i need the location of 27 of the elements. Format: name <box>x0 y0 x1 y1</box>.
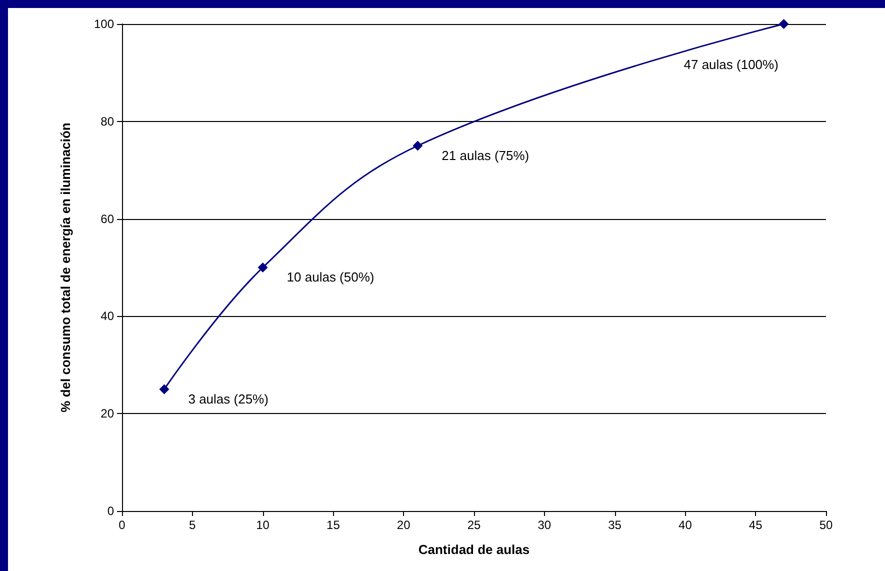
y-tick-label: 100 <box>94 17 114 31</box>
point <box>159 384 170 394</box>
x-tick-label: 15 <box>326 518 340 532</box>
x-tick-label: 30 <box>538 518 552 532</box>
x-tick-label: 0 <box>118 518 126 532</box>
y-tick-label: 0 <box>107 504 114 518</box>
x-tick-label: 50 <box>819 518 833 532</box>
x-tick-label: 45 <box>748 518 763 532</box>
x-tick-label: 10 <box>256 518 270 532</box>
x-tick-label: 40 <box>678 518 692 532</box>
x-tick-label: 25 <box>467 518 481 532</box>
y-tick-label: 40 <box>100 309 114 324</box>
point <box>778 19 789 29</box>
y-axis-title: % del consumo total de energía en iluminación <box>58 122 73 412</box>
point <box>412 140 423 151</box>
annotation: 10 aulas (50%) <box>286 270 374 284</box>
y-tick-label: 60 <box>100 212 114 226</box>
y-tick-label: 80 <box>100 114 114 128</box>
x-axis-title: Cantidad de aulas <box>418 542 530 557</box>
y-tick-label: 20 <box>100 406 114 421</box>
x-tick-label: 5 <box>189 518 196 532</box>
x-tick-label: 35 <box>608 518 622 532</box>
point <box>258 262 268 272</box>
annotation: 21 aulas (75%) <box>442 148 530 163</box>
annotation: 3 aulas (25%) <box>188 391 268 406</box>
annotation: 47 aulas (100%) <box>684 57 778 72</box>
x-tick-label: 20 <box>396 518 411 532</box>
